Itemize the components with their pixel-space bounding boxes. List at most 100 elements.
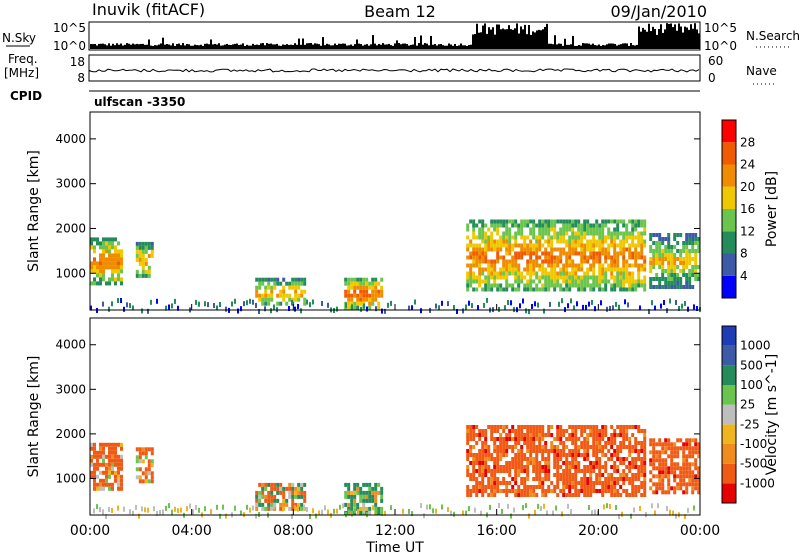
echo-cell [532, 477, 536, 481]
echo-cell [631, 255, 635, 260]
echo-cell [374, 486, 378, 491]
echo-cell [93, 442, 96, 447]
echo-cell [484, 283, 488, 288]
nsky-bar [660, 24, 662, 49]
echo-cell [490, 489, 494, 493]
echo-cell [270, 297, 274, 302]
echo-cell [547, 227, 551, 232]
echo-cell [616, 457, 620, 461]
nsky-bar [330, 45, 332, 49]
echo-cell [99, 253, 102, 258]
echo-cell [556, 445, 560, 449]
nsky-label: N.Sky [2, 31, 36, 45]
echo-cell [529, 275, 533, 280]
echo-cell [556, 453, 560, 457]
echo-cell [478, 283, 482, 288]
echo-cell [381, 510, 383, 516]
echo-cell [631, 485, 635, 489]
echo-cell [652, 277, 656, 281]
echo-cell [567, 303, 569, 309]
echo-cell [685, 253, 689, 257]
echo-cell [625, 271, 629, 276]
echo-cell [607, 489, 611, 493]
echo-cell [282, 486, 286, 491]
echo-cell [634, 425, 638, 429]
echo-cell [544, 493, 548, 497]
echo-cell [649, 261, 653, 265]
echo-cell [297, 486, 301, 491]
nsky-bar [506, 29, 508, 49]
echo-cell [601, 433, 605, 437]
echo-cell [234, 298, 236, 304]
echo-cell [246, 504, 248, 510]
echo-cell [496, 457, 500, 461]
echo-cell [535, 485, 539, 489]
echo-cell [490, 481, 494, 485]
echo-cell [613, 441, 617, 445]
echo-cell [493, 263, 497, 268]
echo-cell [353, 281, 357, 286]
echo-cell [649, 462, 653, 467]
echo-cell [547, 429, 551, 433]
echo-cell [682, 450, 686, 455]
echo-cell [547, 465, 551, 469]
echo-cell [580, 425, 584, 429]
echo-cell [561, 298, 563, 304]
echo-cell [694, 486, 698, 491]
echo-cell [514, 445, 518, 449]
echo-cell [96, 466, 99, 471]
echo-cell [102, 253, 105, 258]
echo-cell [324, 505, 326, 511]
echo-cell [469, 461, 473, 465]
echo-cell [108, 486, 111, 491]
echo-cell [571, 485, 575, 489]
echo-cell [502, 453, 506, 457]
nsky-bar [104, 44, 106, 49]
nsky-bar [214, 43, 216, 49]
echo-cell [362, 293, 366, 298]
echo-cell [613, 247, 617, 252]
echo-cell [598, 429, 602, 433]
echo-cell [610, 441, 614, 445]
echo-cell [526, 437, 530, 441]
nsky-bar [528, 25, 530, 49]
echo-cell [541, 287, 545, 292]
echo-cell [535, 461, 539, 465]
echo-cell [490, 473, 494, 477]
echo-cell [356, 281, 360, 286]
echo-cell [559, 219, 563, 224]
echo-cell [141, 479, 145, 484]
echo-cell [610, 255, 614, 260]
echo-cell [688, 237, 692, 241]
echo-cell [619, 271, 623, 276]
echo-cell [637, 465, 641, 469]
echo-cell [117, 249, 120, 254]
echo-cell [368, 494, 372, 499]
nsky-bar [392, 45, 394, 49]
echo-cell [270, 494, 274, 499]
echo-cell [667, 257, 671, 261]
nsky-bar [336, 45, 338, 49]
echo-cell [637, 449, 641, 453]
echo-cell [526, 485, 530, 489]
echo-cell [499, 287, 503, 292]
x-tick-label: 08:00 [273, 523, 313, 539]
echo-cell [526, 247, 530, 252]
echo-cell [661, 261, 665, 265]
echo-cell [493, 259, 497, 264]
echo-cell [273, 482, 277, 487]
echo-cell [634, 477, 638, 481]
echo-cell [568, 465, 572, 469]
nsky-bar [450, 44, 452, 49]
echo-cell [508, 283, 512, 288]
echo-cell [655, 442, 659, 447]
colorbar-tick-label: 1000 [740, 339, 771, 353]
echo-cell [291, 506, 295, 511]
echo-cell [526, 429, 530, 433]
echo-cell [571, 275, 575, 280]
echo-cell [144, 475, 148, 480]
echo-cell [481, 231, 485, 236]
echo-cell [613, 481, 617, 485]
echo-cell [544, 477, 548, 481]
echo-cell [111, 265, 114, 270]
